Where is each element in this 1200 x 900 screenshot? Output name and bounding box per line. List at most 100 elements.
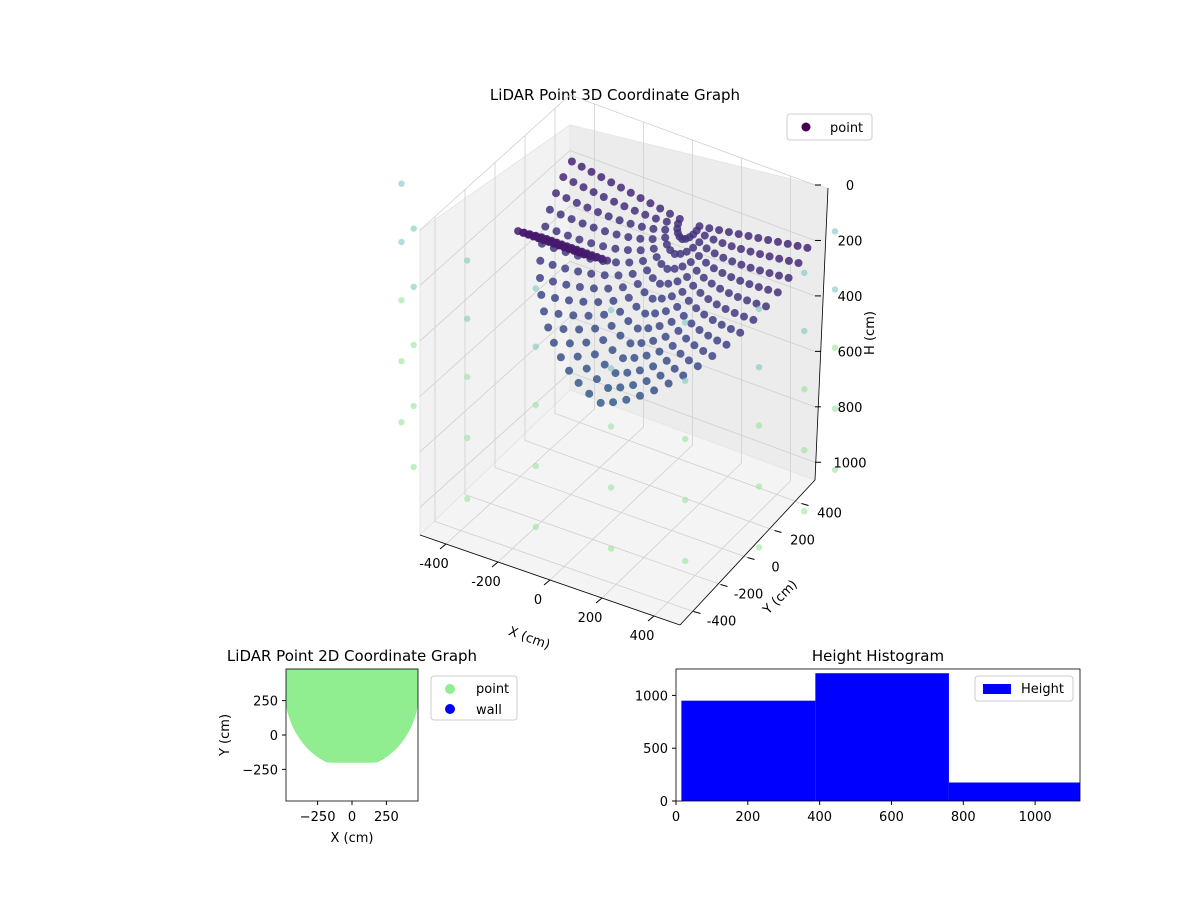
scatter-point-3d xyxy=(655,347,664,356)
scatter-point-3d xyxy=(559,325,568,334)
scatter-point-3d xyxy=(678,262,687,271)
x-tick-label-histogram: 1000 xyxy=(1019,810,1052,825)
histogram-bar xyxy=(815,673,949,801)
ticks-2d: −250 0 250 −250 0 250 xyxy=(242,695,399,825)
wall-point-3d xyxy=(831,344,839,351)
scatter-point-3d xyxy=(717,320,726,329)
wall-point-3d xyxy=(410,341,417,349)
scatter-point-3d xyxy=(652,253,661,262)
y-tick-label-2d: 0 xyxy=(270,729,278,744)
scatter-point-3d xyxy=(587,269,596,278)
scatter-point-3d xyxy=(673,277,682,286)
scatter-point-3d xyxy=(623,246,632,255)
x-tick-label-2d: 250 xyxy=(374,810,399,825)
scatter-point-3d xyxy=(612,230,621,239)
y-tick-label-3d: 200 xyxy=(790,534,815,549)
scatter-point-3d xyxy=(561,264,570,273)
scatter-point-3d xyxy=(695,222,704,231)
histogram-title: Height Histogram xyxy=(812,647,944,665)
scatter-point-3d xyxy=(573,352,582,361)
wall-point-3d xyxy=(410,283,417,290)
wall-point-3d xyxy=(801,269,808,276)
scatter-point-3d xyxy=(590,350,599,359)
wall-point-3d xyxy=(532,401,539,409)
legend-histogram-label: Height xyxy=(1021,682,1064,697)
scatter-point-3d xyxy=(600,360,609,369)
wall-point-3d xyxy=(682,377,689,384)
scatter-point-3d xyxy=(756,266,764,275)
scatter-point-3d xyxy=(572,198,581,207)
scatter-point-3d xyxy=(608,346,617,355)
z-tick-label-3d: 200 xyxy=(838,234,863,249)
y-tick-label-3d: -200 xyxy=(734,588,764,603)
scatter-point-3d xyxy=(662,217,671,226)
scatter-point-3d xyxy=(610,197,619,206)
y-axis-label-3d: Y (cm) xyxy=(760,577,801,618)
scatter-point-3d xyxy=(694,252,703,260)
scatter-point-3d xyxy=(594,208,602,217)
scatter-point-3d xyxy=(636,234,645,243)
scatter-point-3d xyxy=(718,269,727,277)
scatter-point-3d xyxy=(637,222,646,231)
scatter-point-3d xyxy=(718,239,727,248)
legend-3d: point xyxy=(786,113,873,141)
scatter-point-3d xyxy=(740,312,748,321)
scatter-point-3d xyxy=(699,273,708,282)
wall-point-3d xyxy=(801,327,808,335)
scatter-point-3d xyxy=(682,334,691,343)
scatter-point-3d xyxy=(607,178,616,187)
scatter-point-3d xyxy=(667,292,676,301)
wall-point-3d xyxy=(398,419,405,426)
scatter-point-3d xyxy=(765,252,774,261)
scatter-point-3d xyxy=(633,324,642,333)
y-tick-label-histogram: 500 xyxy=(643,742,668,757)
scatter-point-3d xyxy=(549,338,558,347)
scatter-point-3d xyxy=(630,206,639,215)
scatter-point-3d xyxy=(591,324,600,333)
wall-point-3d xyxy=(831,228,839,235)
scatter-point-3d xyxy=(705,224,714,233)
wall-point-3d xyxy=(464,495,471,503)
scatter-point-3d xyxy=(662,356,671,365)
scatter-point-3d xyxy=(579,297,588,306)
y-tick-label-2d: 250 xyxy=(253,695,278,710)
scatter-point-3d xyxy=(582,364,591,373)
legend-3d-marker-point xyxy=(801,122,811,132)
chart-2d-title: LiDAR Point 2D Coordinate Graph xyxy=(227,647,477,665)
scatter-point-3d xyxy=(716,284,725,293)
z-tick-label-3d: 600 xyxy=(838,345,863,360)
z-tick-label-3d: 1000 xyxy=(833,456,866,471)
plot-frame-histogram xyxy=(675,668,1081,802)
scatter-point-3d xyxy=(649,336,658,345)
y-tick-label-2d: −250 xyxy=(242,763,278,778)
scatter-point-3d xyxy=(664,279,673,288)
scatter-point-3d xyxy=(687,319,696,328)
scatter-point-3d xyxy=(552,227,561,236)
y-tick-label-3d: 0 xyxy=(771,561,779,576)
scatter-point-3d xyxy=(556,210,565,219)
scatter-point-3d xyxy=(762,302,770,311)
legend-2d-label-point: point xyxy=(476,682,509,697)
scatter-point-3d xyxy=(728,257,737,266)
y-axis-label-2d: Y (cm) xyxy=(218,714,233,757)
z-axis-line xyxy=(814,187,829,481)
chart-3d: LiDAR Point 3D Coordinate Graph -400 -200… xyxy=(398,86,878,653)
scatter-point-3d xyxy=(715,226,724,235)
scatter-point-3d xyxy=(616,331,625,340)
wall-point-3d xyxy=(398,297,405,304)
ticks-3d: -400-2000200400-400-20002004000200400600… xyxy=(419,179,866,644)
scatter-point-3d xyxy=(632,302,641,311)
scatter-point-3d xyxy=(651,214,660,223)
scatter-point-3d xyxy=(699,347,708,355)
scatter-point-3d xyxy=(773,288,782,297)
x-axis-label-2d: X (cm) xyxy=(331,831,374,846)
wall-point-3d xyxy=(682,496,689,504)
scatter-point-3d xyxy=(719,253,728,262)
scatter-point-3d xyxy=(686,258,695,267)
y-tick-label-histogram: 1000 xyxy=(635,689,668,704)
scatter-point-3d xyxy=(684,356,693,365)
scatter-point-3d xyxy=(575,325,584,334)
legend-3d-label-point: point xyxy=(830,121,863,136)
scatter-point-3d xyxy=(749,315,758,324)
